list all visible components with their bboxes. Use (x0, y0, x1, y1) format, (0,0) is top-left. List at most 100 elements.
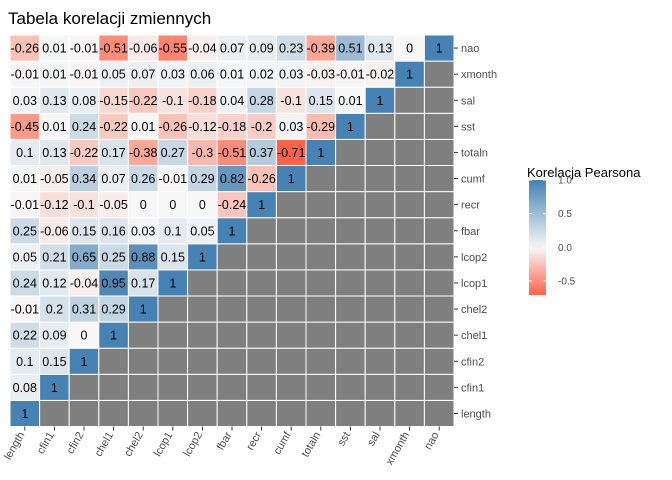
cell-value-label: -0.1 (162, 94, 184, 108)
heatmap-cell (98, 86, 129, 114)
heatmap-cell (335, 399, 366, 427)
heatmap-cell (216, 217, 248, 245)
cell-value-label: 0.1 (164, 224, 181, 238)
heatmap-cell (423, 243, 455, 271)
heatmap-cell (68, 321, 100, 349)
heatmap-cell (335, 217, 366, 245)
y-tick-label: sst (461, 121, 475, 133)
cell-value-label: -0.26 (11, 42, 40, 56)
cell-value-label: 0.03 (279, 120, 303, 134)
heatmap-cell (98, 347, 129, 375)
heatmap-cell (98, 243, 129, 271)
heatmap-cell (364, 321, 396, 349)
cell-value-label: 0.17 (131, 276, 155, 290)
cell-value-label: 0.88 (131, 250, 155, 264)
heatmap-cell (127, 243, 159, 271)
heatmap-cell (364, 191, 396, 219)
heatmap-cell (394, 347, 425, 375)
heatmap-cell (275, 269, 307, 297)
heatmap-cell (275, 321, 307, 349)
heatmap-cell (127, 165, 159, 193)
heatmap-cell (216, 295, 248, 323)
heatmap-cell (187, 138, 218, 166)
heatmap-cell (305, 112, 337, 140)
heatmap-cell (394, 191, 425, 219)
cell-value-label: 0.13 (368, 42, 392, 56)
cell-value-label: 1 (377, 94, 384, 108)
cell-value-label: 0.31 (72, 303, 96, 317)
heatmap-cell (423, 60, 455, 88)
heatmap-cell (187, 373, 218, 401)
heatmap-cell (423, 191, 455, 219)
cell-value-label: 0.12 (42, 276, 66, 290)
y-tick-label: sal (461, 95, 475, 107)
heatmap-cell (216, 321, 248, 349)
cell-value-label: -0.45 (11, 120, 40, 134)
chart-title: Tabela korelacji zmiennych (8, 9, 211, 28)
cell-value-label: 0 (140, 198, 147, 212)
heatmap-cell (275, 86, 307, 114)
x-tick-label: cfin1 (35, 430, 57, 456)
legend-tick-label: 0.0 (558, 243, 572, 254)
heatmap-cell (9, 321, 41, 349)
heatmap-cell (335, 347, 366, 375)
cell-value-label: -0.26 (159, 120, 188, 134)
cell-value-label: -0.04 (188, 42, 217, 56)
heatmap-cell (305, 373, 337, 401)
cell-value-label: 0 (199, 198, 206, 212)
cell-value-label: -0.01 (11, 303, 40, 317)
heatmap-cell (394, 399, 425, 427)
cell-value-label: 0.23 (279, 42, 303, 56)
cell-value-label: 0.25 (101, 250, 125, 264)
cell-value-label: 0.21 (42, 250, 66, 264)
heatmap-cell (127, 34, 159, 62)
cell-value-label: 0.13 (42, 94, 66, 108)
cell-value-label: 0.01 (338, 94, 362, 108)
cell-value-label: 0.09 (249, 42, 273, 56)
heatmap-cell (216, 34, 248, 62)
heatmap-cell (157, 112, 189, 140)
heatmap-cell (423, 269, 455, 297)
cell-value-label: 0 (406, 42, 413, 56)
heatmap-cell (127, 191, 159, 219)
heatmap-cell (364, 373, 396, 401)
cell-value-label: 0.28 (249, 94, 273, 108)
y-tick-label: chel1 (461, 330, 487, 342)
heatmap-cell (275, 138, 307, 166)
heatmap-cell (127, 112, 159, 140)
heatmap-cell (305, 295, 337, 323)
cell-value-label: -0.01 (159, 172, 188, 186)
heatmap-cell (98, 138, 129, 166)
heatmap-cell (394, 138, 425, 166)
y-tick-label: cfin1 (461, 382, 484, 394)
heatmap-cell (275, 373, 307, 401)
heatmap-cell (364, 217, 396, 245)
cell-value-label: -0.12 (40, 198, 69, 212)
heatmap-cell (364, 347, 396, 375)
y-tick-label: totaln (461, 147, 488, 159)
heatmap-cell (216, 399, 248, 427)
cell-value-label: 0.01 (131, 120, 155, 134)
x-tick-label: totaln (300, 430, 324, 459)
heatmap-cell (98, 191, 129, 219)
cell-value-label: -0.2 (251, 120, 273, 134)
heatmap-cell (216, 243, 248, 271)
cell-value-label: 0 (169, 198, 176, 212)
heatmap-cell (187, 191, 218, 219)
heatmap-cell (157, 373, 189, 401)
cell-value-label: 0.01 (13, 172, 37, 186)
cell-value-label: -0.05 (40, 172, 69, 186)
cell-value-label: 1 (199, 250, 206, 264)
cell-value-label: 1 (436, 42, 443, 56)
heatmap-cell (423, 138, 455, 166)
x-tick-label: recr (244, 430, 264, 453)
heatmap-cell (39, 34, 70, 62)
cell-value-label: 0.03 (161, 68, 185, 82)
x-tick-label: sal (365, 430, 382, 448)
cell-value-label: -0.18 (188, 94, 217, 108)
heatmap-cell (394, 269, 425, 297)
heatmap-cell (364, 138, 396, 166)
heatmap-cell (423, 112, 455, 140)
heatmap-cell (157, 191, 189, 219)
heatmap-cell (246, 373, 277, 401)
